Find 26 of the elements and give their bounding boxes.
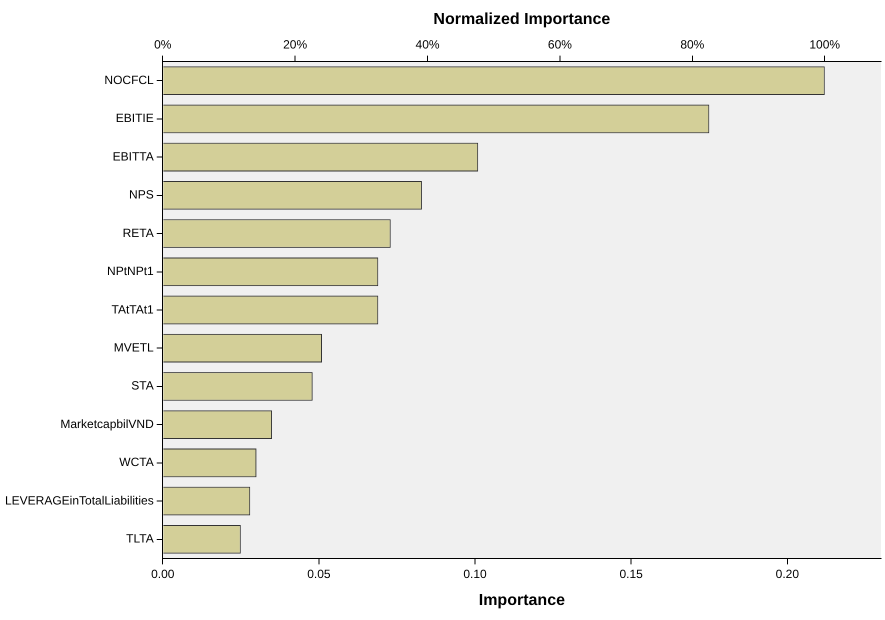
y-tick-label: NPtNPt1 — [107, 264, 154, 278]
y-tick-label: TLTA — [126, 532, 154, 546]
y-tick-label: NPS — [129, 188, 154, 202]
x2-tick-label: 40% — [416, 38, 440, 52]
x2-tick-label: 80% — [680, 38, 705, 52]
y-tick-label: LEVERAGEinTotalLiabilities — [4, 493, 154, 508]
x-axis-title: Importance — [478, 592, 566, 609]
y-tick-label: EBITIE — [116, 111, 154, 126]
x-tick-label: 0.05 — [307, 566, 331, 581]
y-tick-label: STA — [131, 378, 154, 393]
x-tick-label: 0.15 — [619, 566, 644, 581]
y-tick-label: MarketcapbilVND — [60, 416, 154, 431]
y-tick-label: MVETL — [114, 340, 154, 355]
x2-tick-label: 20% — [283, 38, 308, 52]
x-tick-label: 0.10 — [463, 566, 488, 581]
x2-tick-label: 0% — [154, 38, 172, 52]
y-tick-label: RETA — [122, 226, 154, 240]
x-tick-label: 0.20 — [776, 566, 800, 581]
x-tick-label: 0.00 — [151, 566, 175, 581]
y-tick-label: EBITTA — [112, 149, 154, 164]
y-tick-label: TAtTAt1 — [112, 302, 154, 316]
x2-axis-title: Normalized Importance — [433, 11, 610, 28]
x2-tick-label: 100% — [809, 38, 840, 52]
y-tick-label: WCTA — [119, 455, 154, 470]
y-tick-label: NOCFCL — [104, 73, 154, 88]
x2-tick-label: 60% — [548, 38, 572, 52]
